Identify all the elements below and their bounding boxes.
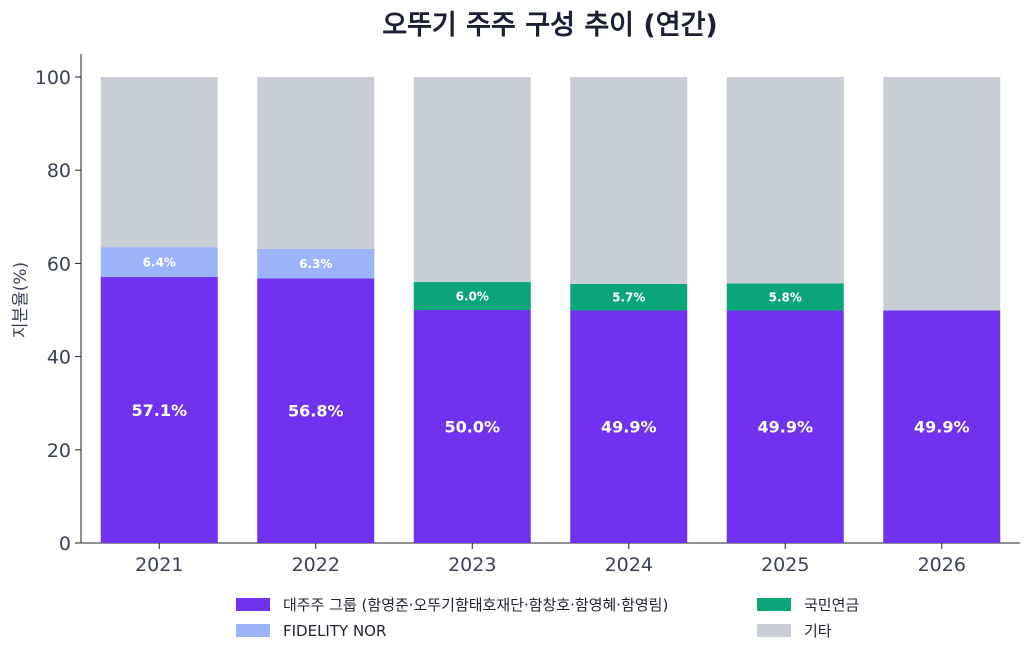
bar-segment-2023-2 bbox=[413, 282, 531, 310]
x-tick-label: 2025 bbox=[761, 554, 809, 576]
bar-segment-2025-2 bbox=[726, 283, 844, 311]
bar-segment-2024-3 bbox=[570, 77, 688, 284]
legend-swatch bbox=[757, 624, 791, 637]
bar-data-label: 50.0% bbox=[444, 418, 500, 437]
bar-data-label: 56.8% bbox=[288, 402, 344, 421]
bar-segment-2024-0 bbox=[570, 310, 688, 543]
bar-data-label: 5.8% bbox=[769, 290, 802, 304]
bar-segment-2021-1 bbox=[100, 247, 218, 277]
y-tick-label: 40 bbox=[47, 347, 71, 369]
legend-swatch bbox=[236, 624, 270, 637]
bar-data-label: 49.9% bbox=[757, 418, 813, 437]
bar-segment-2022-3 bbox=[257, 77, 375, 249]
bar-segment-2022-0 bbox=[257, 278, 375, 543]
bar-data-label: 6.0% bbox=[456, 290, 489, 304]
legend-entry-label: 대주주 그룹 (함영준·오뚜기함태호재단·함창호·함영혜·함영림) bbox=[283, 596, 668, 614]
bar-data-label: 5.7% bbox=[612, 291, 645, 305]
y-tick-label: 20 bbox=[47, 440, 71, 462]
x-tick-label: 2026 bbox=[918, 554, 966, 576]
bar-data-label: 49.9% bbox=[601, 418, 657, 437]
bar-data-label: 49.9% bbox=[914, 418, 970, 437]
x-tick-label: 2022 bbox=[292, 554, 340, 576]
bar-data-label: 57.1% bbox=[131, 401, 187, 420]
bar-data-label: 6.4% bbox=[143, 256, 176, 270]
bar-segment-2023-3 bbox=[413, 77, 531, 283]
legend: 대주주 그룹 (함영준·오뚜기함태호재단·함창호·함영혜·함영림) FIDELIT… bbox=[236, 596, 859, 640]
y-axis-label: 지분율(%) bbox=[11, 262, 31, 338]
legend-entry-label: 국민연금 bbox=[804, 596, 859, 614]
legend-entry-label: 기타 bbox=[804, 622, 832, 640]
bar-segment-2025-3 bbox=[726, 77, 844, 284]
bar-segment-2024-2 bbox=[570, 283, 688, 311]
y-tick-label: 60 bbox=[47, 253, 71, 275]
chart-title: 오뚜기 주주 구성 추이 (연간) bbox=[382, 10, 718, 41]
bar-segment-2025-0 bbox=[726, 310, 844, 543]
y-tick-label: 100 bbox=[35, 67, 71, 89]
plot-area: 0 20 40 60 80 100 57.1% 6.4% 2021 56.8% 6.3% 2022 50… bbox=[35, 54, 1020, 576]
bar-segment-2023-0 bbox=[413, 310, 531, 543]
y-tick-label: 0 bbox=[59, 533, 71, 555]
x-tick-label: 2024 bbox=[605, 554, 653, 576]
bar-segment-2021-3 bbox=[100, 77, 218, 248]
bar-segment-2026-0 bbox=[883, 310, 1001, 543]
bar-segment-2021-0 bbox=[100, 276, 218, 543]
y-tick-label: 80 bbox=[47, 160, 71, 182]
bar-segment-2026-3 bbox=[883, 77, 1001, 311]
x-tick-label: 2021 bbox=[135, 554, 183, 576]
legend-swatch bbox=[236, 598, 270, 611]
bar-segment-2022-1 bbox=[257, 248, 375, 279]
legend-swatch bbox=[757, 598, 791, 611]
bar-data-label: 6.3% bbox=[299, 257, 332, 271]
legend-entry-label: FIDELITY NOR bbox=[283, 622, 386, 640]
x-tick-label: 2023 bbox=[448, 554, 496, 576]
